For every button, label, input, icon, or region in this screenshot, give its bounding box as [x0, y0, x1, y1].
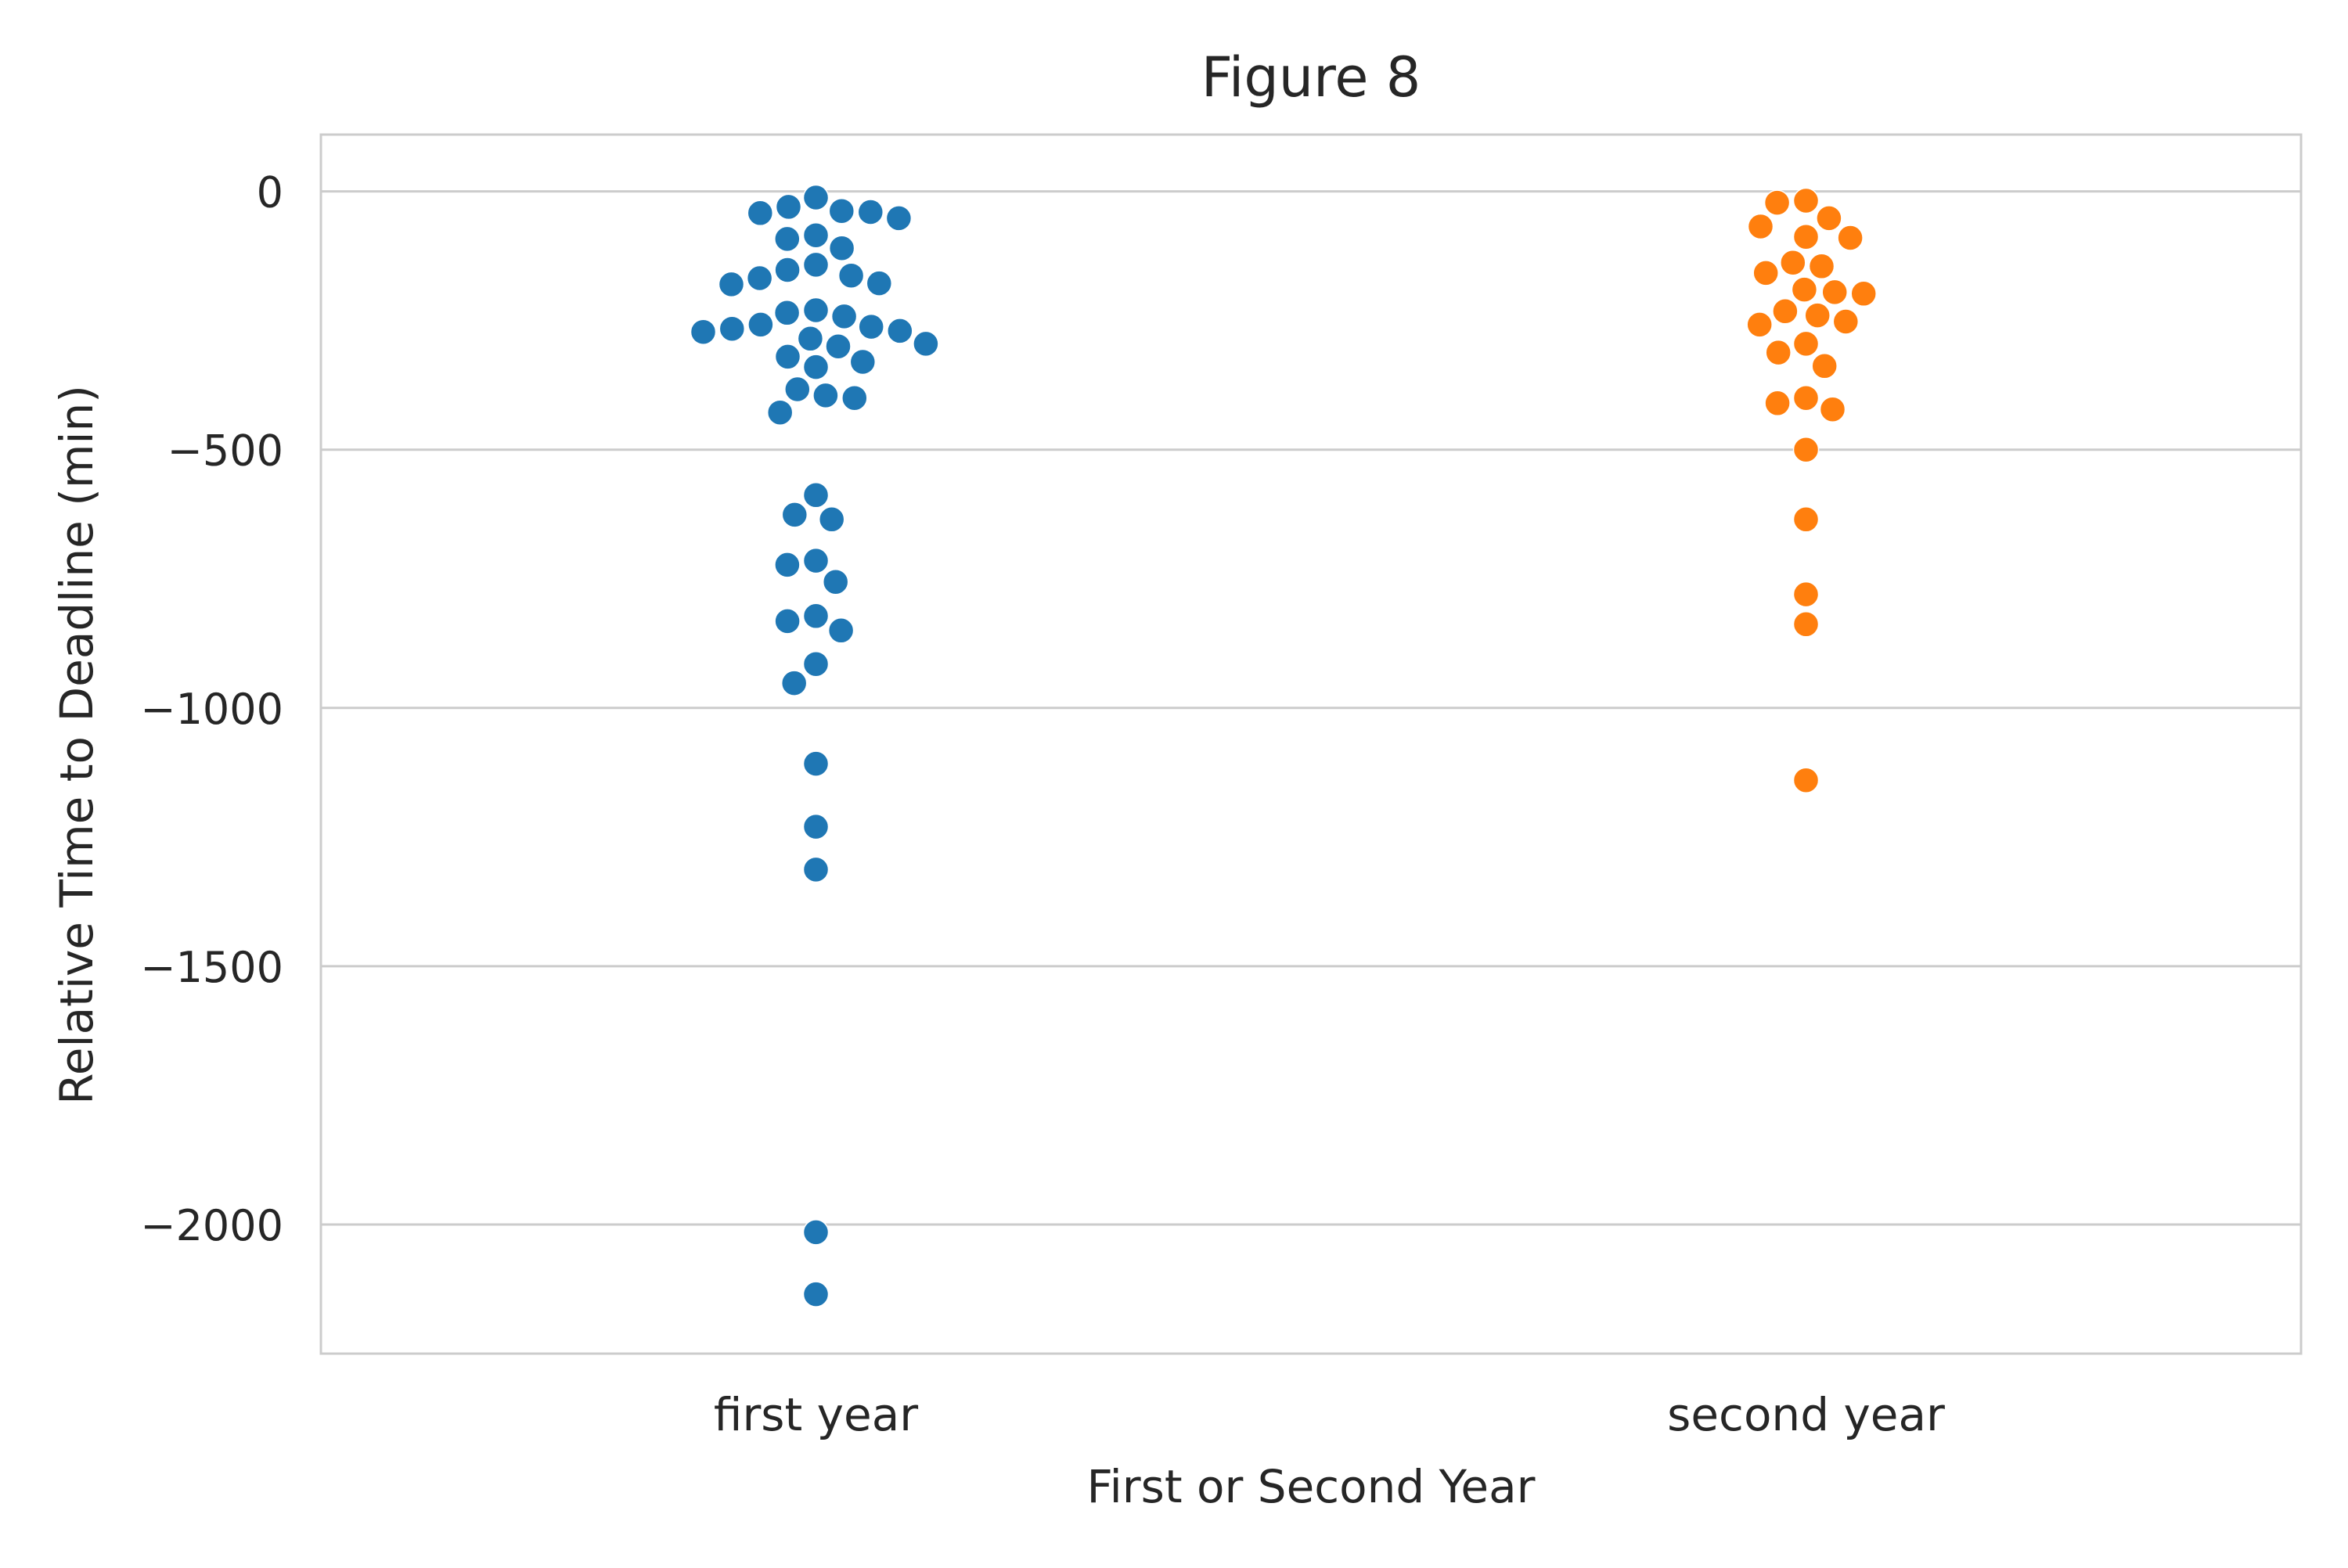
second-year-point [1764, 390, 1791, 417]
first-year-point [780, 670, 808, 696]
second-year-point [1746, 311, 1773, 338]
second-year-point [1792, 506, 1820, 533]
second-year-point [1772, 298, 1799, 325]
first-year-point [802, 221, 830, 249]
first-year-point [774, 552, 801, 578]
second-year-point [1780, 249, 1806, 276]
second-year-point [1792, 384, 1820, 412]
first-year-point [781, 502, 808, 528]
first-year-point [802, 354, 830, 380]
second-year-point [1816, 205, 1842, 232]
second-year-point [1821, 279, 1848, 306]
second-year-point [1792, 581, 1820, 608]
first-year-point [802, 251, 830, 279]
first-year-point [718, 315, 746, 342]
chart-title: Figure 8 [1201, 45, 1421, 110]
first-year-point [747, 200, 774, 227]
first-year-point [818, 506, 845, 533]
data-points [690, 184, 1877, 1307]
x-tick-label: first year [714, 1388, 918, 1441]
y-tick-label: −1000 [140, 685, 283, 734]
first-year-point [747, 311, 774, 338]
second-year-point [1792, 611, 1820, 638]
first-year-point [766, 399, 794, 426]
first-year-point [802, 650, 830, 678]
second-year-point [1792, 330, 1820, 358]
second-year-point [1819, 396, 1846, 423]
second-year-point [1792, 223, 1820, 250]
axes-frame [319, 133, 2303, 1355]
first-year-point [802, 813, 830, 840]
x-axis-label: First or Second Year [1087, 1460, 1536, 1513]
second-year-point [1811, 353, 1838, 379]
first-year-point [774, 608, 801, 635]
first-year-point [830, 303, 858, 330]
first-year-point [775, 193, 802, 221]
first-year-point [802, 547, 830, 574]
first-year-point [774, 343, 801, 370]
first-year-point [858, 313, 884, 340]
first-year-point [802, 482, 830, 509]
first-year-point [802, 1219, 830, 1246]
second-year-point [1808, 253, 1835, 280]
first-year-point [774, 257, 801, 283]
first-year-point [841, 384, 868, 412]
first-year-point [828, 197, 855, 225]
second-year-point [1792, 436, 1820, 463]
first-year-point [718, 271, 745, 298]
first-year-point [802, 1281, 830, 1307]
first-year-point [827, 617, 855, 644]
second-year-point [1850, 280, 1877, 307]
second-year-point [1804, 302, 1831, 329]
first-year-point [825, 333, 852, 360]
gridlines [321, 190, 2301, 1226]
y-tick-label: −1500 [140, 943, 283, 992]
second-year-point [1747, 213, 1774, 240]
second-year-point [1792, 767, 1820, 793]
first-year-point [746, 264, 773, 292]
second-year-point [1763, 189, 1791, 216]
second-year-point [1832, 308, 1860, 335]
first-year-point [828, 235, 855, 261]
first-year-point [802, 856, 830, 883]
second-year-point [1792, 187, 1820, 214]
first-year-point [887, 318, 913, 344]
first-year-point [802, 184, 830, 211]
first-year-point [822, 568, 849, 595]
second-year-point [1752, 260, 1779, 286]
first-year-point [802, 297, 830, 324]
first-year-point [913, 330, 939, 358]
plot-frame [319, 133, 2303, 1355]
tick-labels: 0 −500 −1000 −1500 −2000 first year second yea… [140, 168, 1945, 1441]
first-year-point [802, 602, 830, 630]
first-year-point [866, 270, 893, 297]
first-year-point [857, 199, 884, 225]
y-tick-label: −2000 [140, 1201, 283, 1250]
second-year-point [1837, 225, 1864, 251]
first-year-point [784, 376, 811, 403]
first-year-point [812, 382, 839, 409]
y-tick-label: 0 [257, 168, 283, 218]
first-year-point [837, 262, 865, 289]
second-year-point [1765, 339, 1792, 366]
first-year-point [885, 205, 913, 232]
y-tick-label: −500 [167, 426, 283, 476]
first-year-point [774, 225, 801, 253]
first-year-point [849, 348, 877, 376]
x-tick-label: second year [1667, 1388, 1945, 1441]
first-year-point [797, 325, 824, 352]
second-year-point [1791, 276, 1818, 303]
y-axis-label: Relative Time to Deadline (min) [50, 385, 103, 1105]
first-year-point [802, 750, 830, 777]
first-year-point [690, 318, 717, 345]
first-year-point [773, 300, 801, 326]
